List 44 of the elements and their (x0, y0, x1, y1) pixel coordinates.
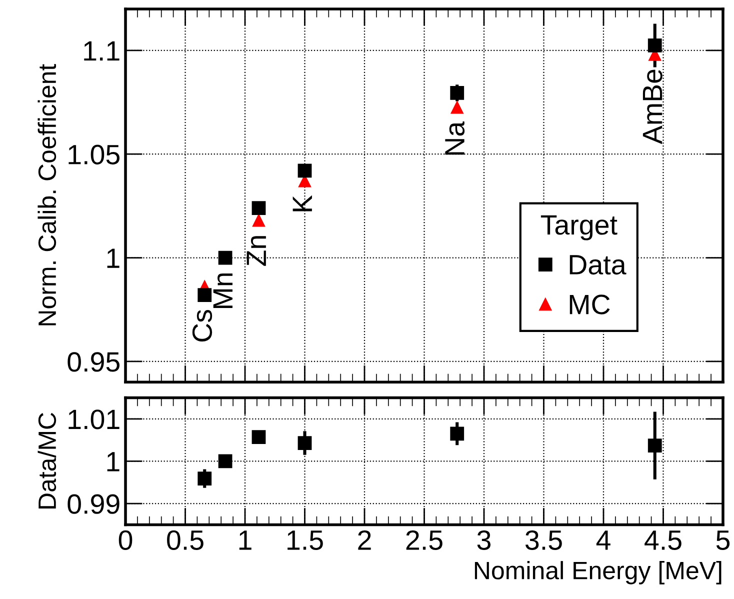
annotation: K (292, 195, 312, 212)
point (450, 426, 464, 441)
x-tick-label: 2 (358, 530, 371, 550)
legend-label: Data (570, 255, 626, 275)
x-tick-label: 4 (596, 530, 610, 550)
y-tick-label: 1.1 (84, 41, 120, 61)
point (198, 472, 212, 486)
annotation: Zn (246, 236, 266, 266)
y-tick-label: 1.01 (68, 410, 120, 430)
x-tick-label: 4.5 (644, 530, 682, 550)
x-tick-label: 1 (239, 530, 252, 550)
annotation: Na (445, 121, 465, 155)
y-tick-label: 1 (107, 452, 120, 472)
point (648, 438, 662, 453)
legend-title: Target (540, 215, 618, 240)
x-axis-title: Nominal Energy [MeV] (474, 561, 722, 584)
point (218, 454, 232, 468)
point (252, 430, 266, 444)
annotation: Cs (192, 310, 212, 342)
legend-label: MC (570, 294, 610, 314)
annotation: AmBe (642, 70, 662, 144)
point (198, 288, 212, 302)
x-tick-label: 3.5 (526, 530, 562, 550)
point (450, 86, 464, 100)
x-tick-label: 0.5 (167, 530, 204, 550)
y-tick-label: 1.05 (68, 144, 120, 164)
y-axis-title: Data/MC (38, 412, 56, 508)
x-tick-label: 3 (477, 530, 491, 550)
x-tick-label: 0 (118, 530, 132, 550)
point (252, 214, 265, 227)
x-tick-label: 5 (716, 530, 730, 550)
annotation: Mn (213, 273, 232, 308)
point (648, 38, 662, 52)
y-tick-label: 0.95 (68, 352, 120, 372)
y-axis-title: Norm. Calib. Coefficient (38, 64, 56, 326)
point (218, 250, 232, 265)
point (252, 201, 266, 215)
y-tick-label: 0.99 (68, 494, 120, 514)
x-tick-label: 1.5 (288, 530, 323, 550)
point (298, 164, 312, 178)
point (298, 436, 312, 450)
y-tick-label: 1 (107, 248, 120, 268)
point (450, 101, 464, 114)
x-tick-label: 2.5 (406, 530, 442, 550)
